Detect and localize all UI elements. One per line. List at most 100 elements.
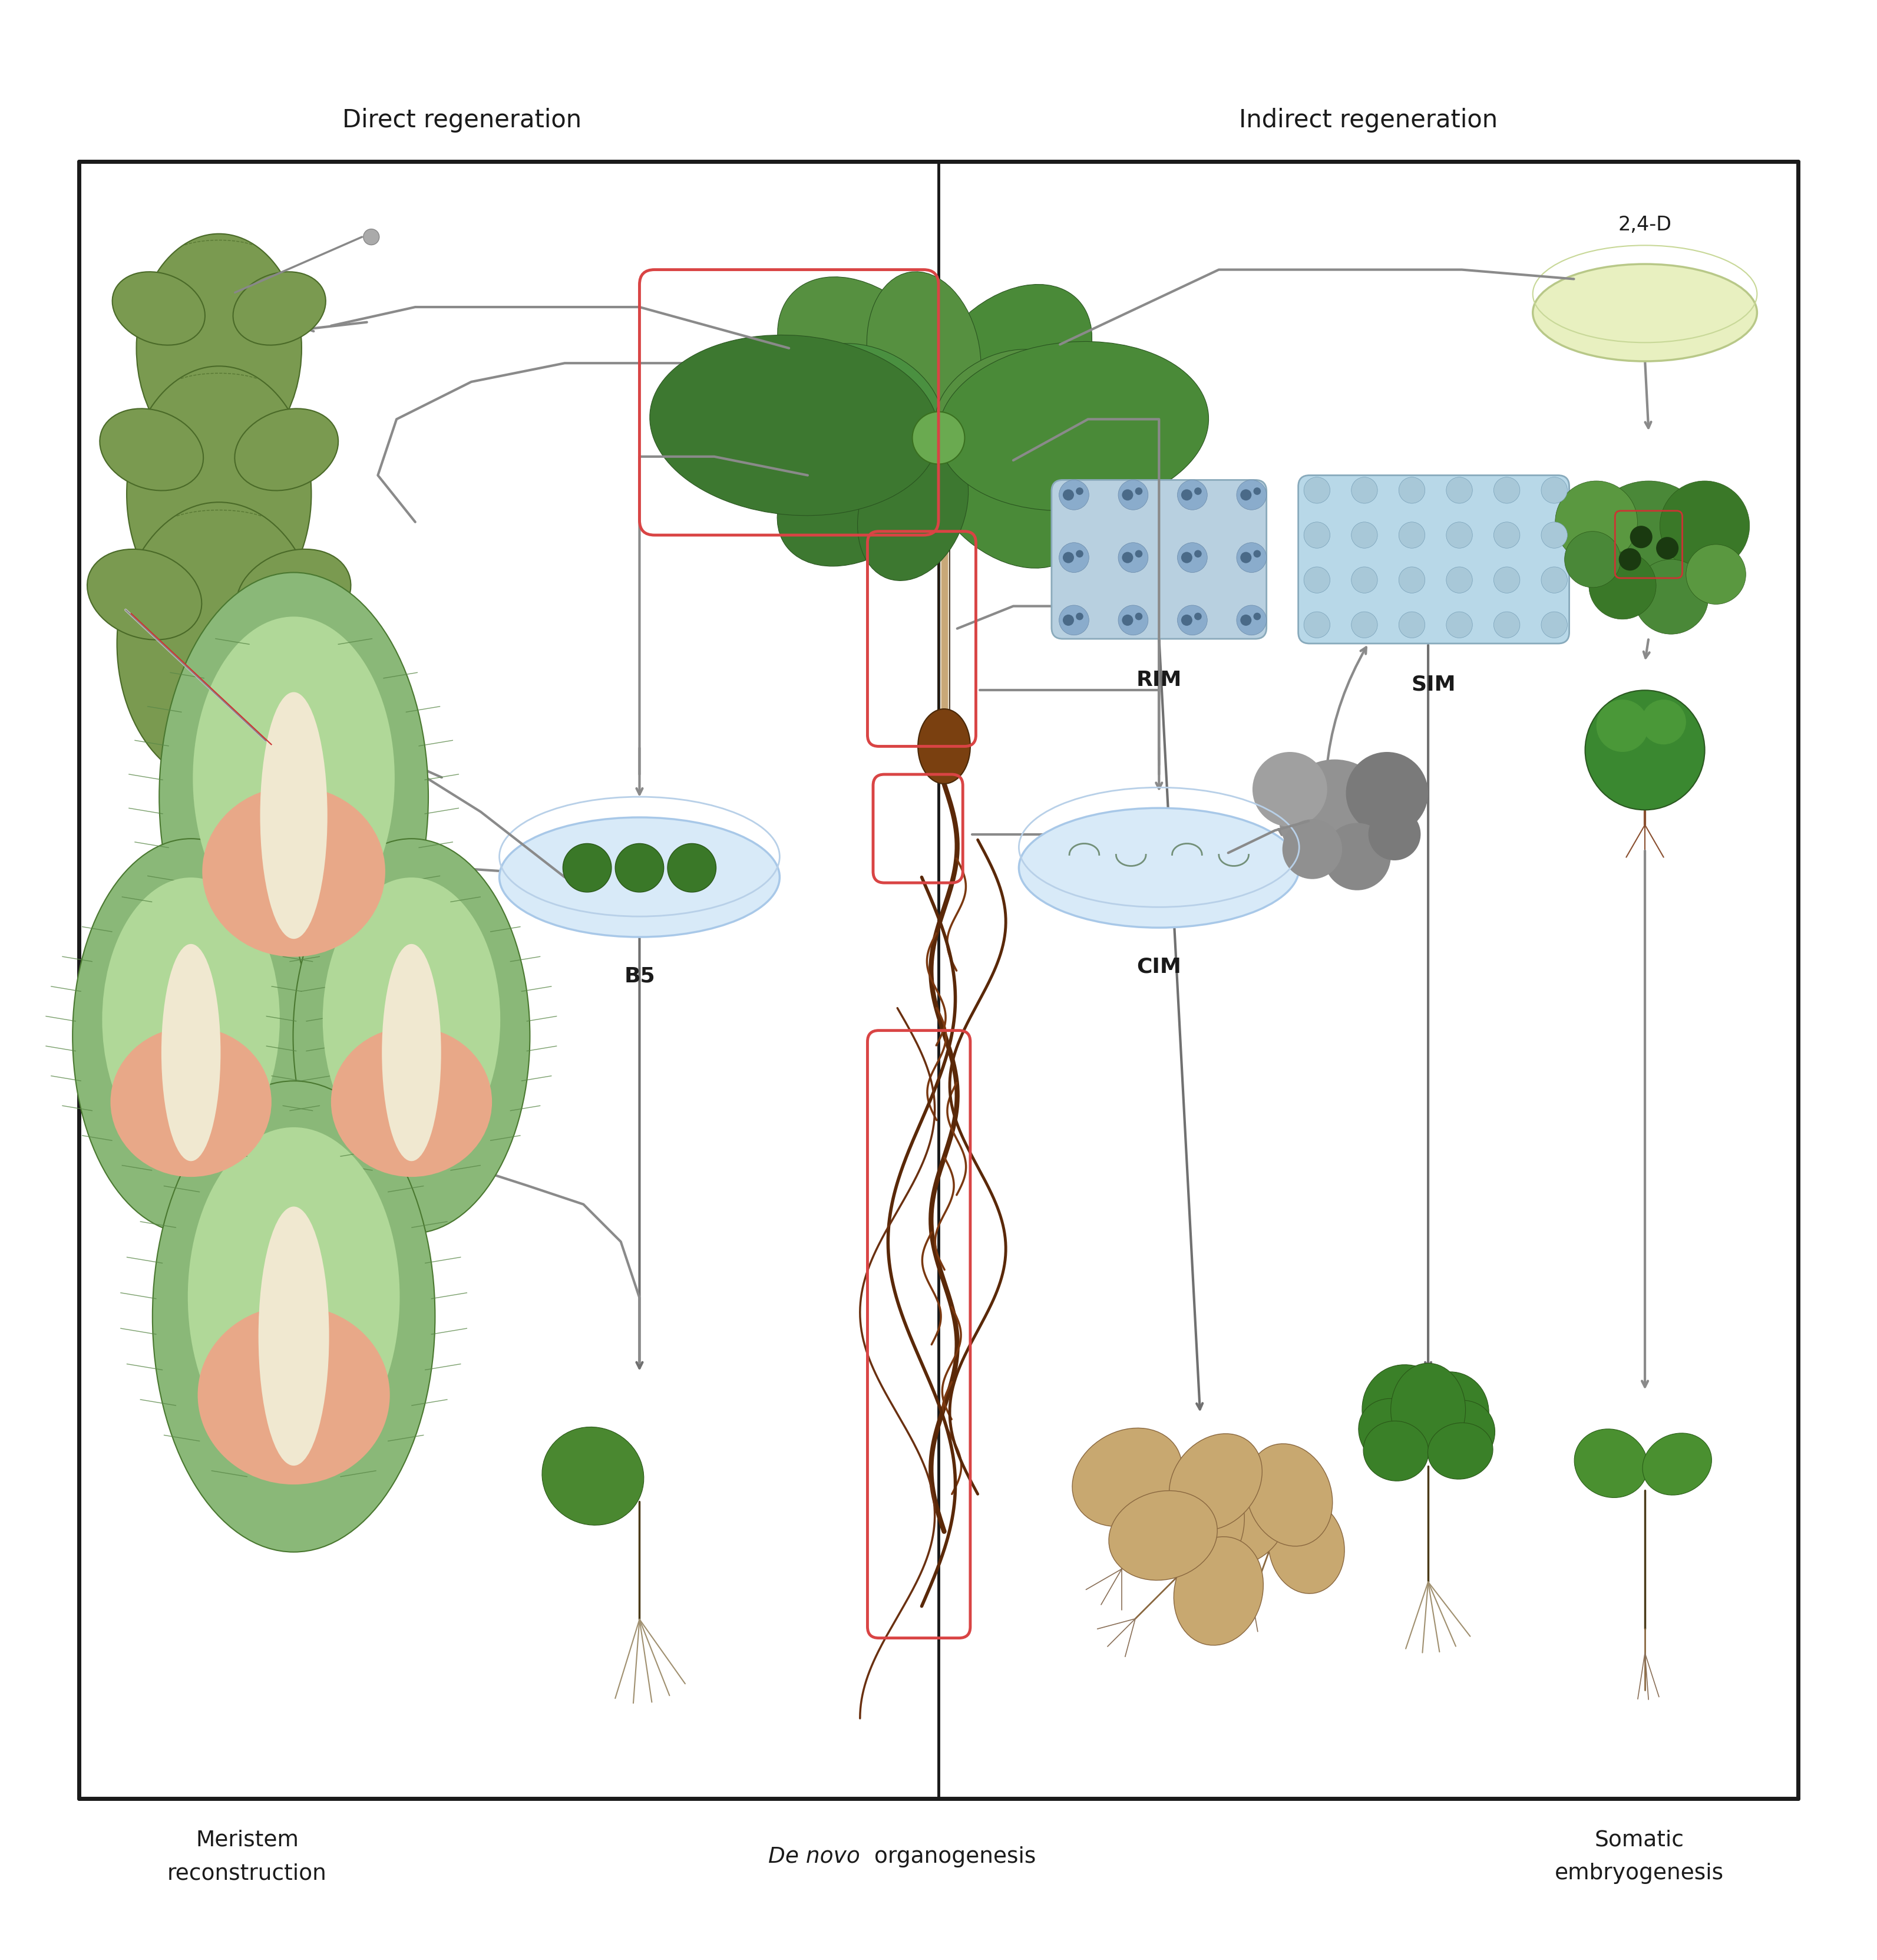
Circle shape bbox=[1351, 521, 1378, 549]
Circle shape bbox=[1237, 606, 1267, 635]
Ellipse shape bbox=[929, 421, 1085, 568]
Ellipse shape bbox=[101, 878, 280, 1162]
Circle shape bbox=[1447, 612, 1472, 637]
Ellipse shape bbox=[1363, 1421, 1428, 1482]
Circle shape bbox=[1254, 488, 1261, 496]
Ellipse shape bbox=[1363, 1364, 1453, 1460]
Ellipse shape bbox=[152, 1082, 435, 1552]
Circle shape bbox=[1633, 559, 1708, 635]
Text: Indirect regeneration: Indirect regeneration bbox=[1239, 108, 1498, 133]
Circle shape bbox=[1494, 612, 1520, 637]
Circle shape bbox=[1686, 545, 1746, 604]
Circle shape bbox=[364, 229, 379, 245]
Ellipse shape bbox=[1019, 808, 1299, 927]
Ellipse shape bbox=[293, 839, 529, 1233]
Circle shape bbox=[1629, 525, 1652, 549]
Text: SIM: SIM bbox=[1412, 674, 1457, 694]
Circle shape bbox=[1541, 566, 1567, 594]
Ellipse shape bbox=[261, 692, 327, 939]
Circle shape bbox=[1177, 606, 1207, 635]
Circle shape bbox=[1588, 553, 1656, 619]
Circle shape bbox=[1194, 613, 1201, 619]
Circle shape bbox=[1351, 566, 1378, 594]
Circle shape bbox=[1368, 808, 1421, 860]
Ellipse shape bbox=[160, 572, 428, 1021]
Circle shape bbox=[1237, 480, 1267, 510]
Ellipse shape bbox=[203, 786, 385, 956]
Circle shape bbox=[1241, 615, 1252, 625]
Circle shape bbox=[1323, 823, 1391, 890]
Ellipse shape bbox=[1359, 1399, 1434, 1470]
Circle shape bbox=[1241, 553, 1252, 563]
Circle shape bbox=[1541, 612, 1567, 637]
Circle shape bbox=[1447, 521, 1472, 549]
Circle shape bbox=[1282, 819, 1342, 878]
Circle shape bbox=[1278, 759, 1391, 872]
Circle shape bbox=[1447, 476, 1472, 504]
Ellipse shape bbox=[330, 1027, 492, 1176]
Text: Direct regeneration: Direct regeneration bbox=[342, 108, 582, 133]
Circle shape bbox=[1659, 480, 1749, 570]
Ellipse shape bbox=[1199, 1482, 1288, 1566]
Ellipse shape bbox=[939, 341, 1209, 512]
Circle shape bbox=[1305, 612, 1331, 637]
Ellipse shape bbox=[137, 233, 302, 463]
Ellipse shape bbox=[1642, 1433, 1712, 1495]
Circle shape bbox=[1119, 606, 1149, 635]
Ellipse shape bbox=[1575, 1429, 1648, 1497]
Ellipse shape bbox=[867, 272, 982, 439]
Circle shape bbox=[1076, 488, 1083, 496]
Circle shape bbox=[1062, 553, 1074, 563]
Circle shape bbox=[1618, 549, 1640, 570]
Ellipse shape bbox=[777, 417, 946, 566]
Circle shape bbox=[1119, 543, 1149, 572]
Ellipse shape bbox=[918, 710, 970, 784]
Text: organogenesis: organogenesis bbox=[867, 1846, 1036, 1868]
Circle shape bbox=[1584, 690, 1704, 809]
Text: 2,4-D: 2,4-D bbox=[1618, 216, 1672, 235]
Ellipse shape bbox=[777, 276, 954, 453]
Circle shape bbox=[1254, 613, 1261, 619]
Circle shape bbox=[1076, 613, 1083, 619]
Ellipse shape bbox=[126, 367, 312, 621]
Circle shape bbox=[1541, 476, 1567, 504]
Circle shape bbox=[1122, 553, 1134, 563]
Circle shape bbox=[1556, 480, 1637, 563]
Circle shape bbox=[1194, 488, 1201, 496]
Circle shape bbox=[1194, 551, 1201, 557]
Circle shape bbox=[1351, 612, 1378, 637]
Ellipse shape bbox=[111, 1027, 272, 1176]
FancyBboxPatch shape bbox=[1051, 480, 1267, 639]
Ellipse shape bbox=[86, 549, 201, 639]
Circle shape bbox=[1177, 543, 1207, 572]
Circle shape bbox=[1062, 490, 1074, 500]
Ellipse shape bbox=[193, 617, 394, 939]
Text: reconstruction: reconstruction bbox=[167, 1862, 327, 1884]
Circle shape bbox=[1241, 490, 1252, 500]
Circle shape bbox=[912, 412, 965, 465]
Circle shape bbox=[1398, 566, 1425, 594]
Circle shape bbox=[1237, 543, 1267, 572]
Circle shape bbox=[668, 843, 717, 892]
Circle shape bbox=[1640, 700, 1686, 745]
Ellipse shape bbox=[73, 839, 310, 1233]
Circle shape bbox=[1595, 700, 1648, 753]
Circle shape bbox=[1136, 488, 1143, 496]
Ellipse shape bbox=[923, 284, 1092, 453]
Circle shape bbox=[1136, 613, 1143, 619]
Ellipse shape bbox=[116, 502, 321, 784]
Circle shape bbox=[1177, 480, 1207, 510]
Ellipse shape bbox=[1428, 1423, 1492, 1480]
Ellipse shape bbox=[233, 272, 327, 345]
Text: B5: B5 bbox=[623, 966, 655, 986]
Ellipse shape bbox=[259, 1207, 328, 1466]
Circle shape bbox=[1541, 521, 1567, 549]
Circle shape bbox=[1252, 753, 1327, 827]
Circle shape bbox=[1122, 490, 1134, 500]
Circle shape bbox=[1059, 480, 1089, 510]
Circle shape bbox=[1447, 566, 1472, 594]
Circle shape bbox=[1494, 476, 1520, 504]
Ellipse shape bbox=[99, 408, 203, 490]
Ellipse shape bbox=[381, 945, 441, 1160]
Ellipse shape bbox=[542, 1427, 644, 1525]
